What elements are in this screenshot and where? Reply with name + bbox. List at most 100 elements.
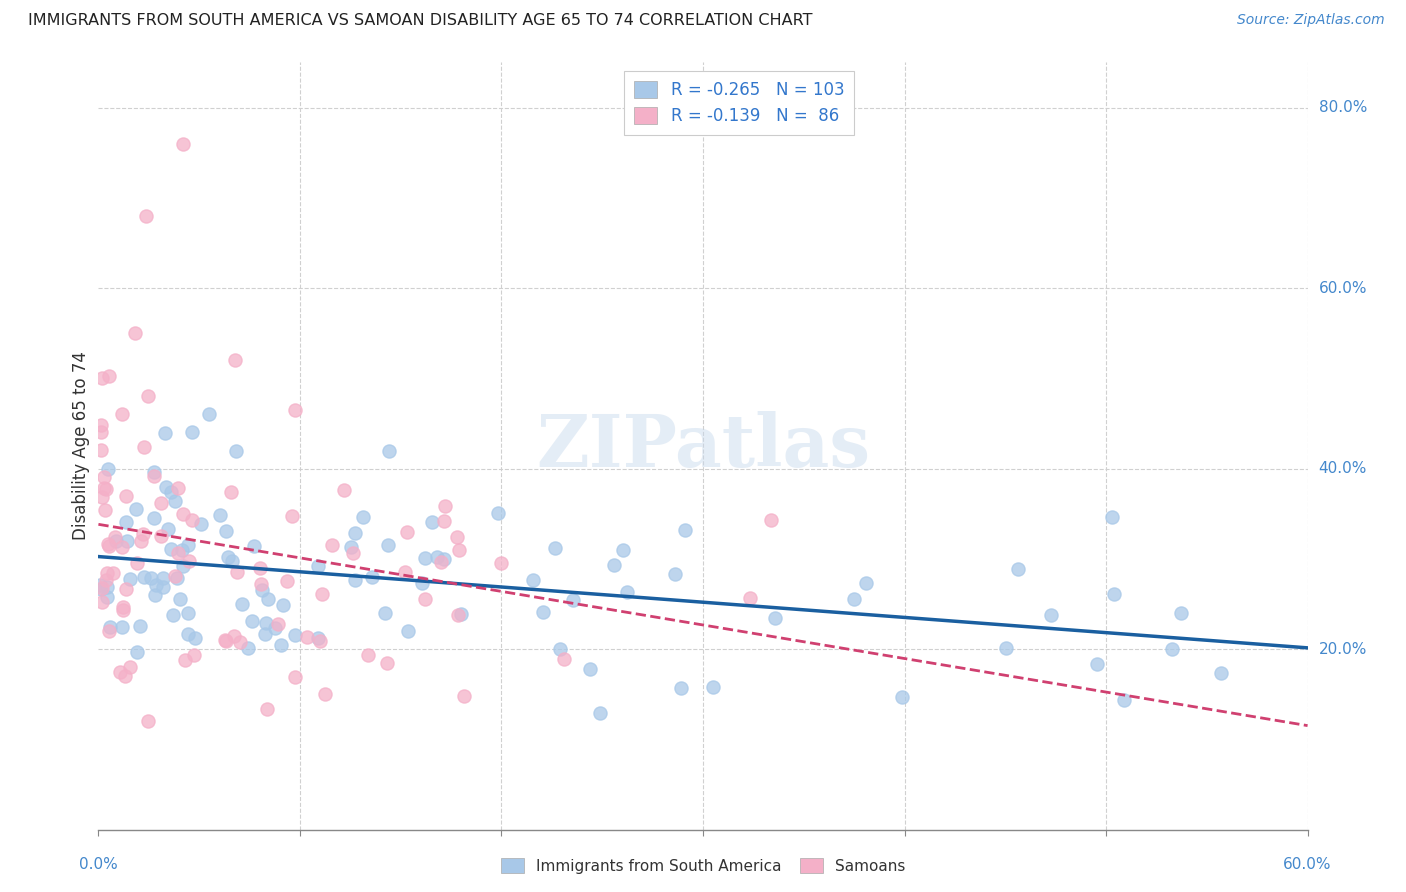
- Point: [90, 425, 112, 440]
- Point: [97, 537, 120, 551]
- Point: [152, 580, 174, 594]
- Point: [153, 426, 176, 441]
- Point: [214, 632, 236, 647]
- Point: [104, 533, 127, 548]
- Point: [162, 607, 184, 622]
- Point: [136, 389, 159, 403]
- Point: [1170, 606, 1192, 620]
- Point: [169, 592, 191, 607]
- Text: 0.0%: 0.0%: [79, 857, 118, 872]
- Point: [531, 605, 554, 619]
- Point: [307, 559, 329, 574]
- Y-axis label: Disability Age 65 to 74: Disability Age 65 to 74: [72, 351, 90, 541]
- Point: [215, 524, 238, 538]
- Point: [125, 501, 148, 516]
- Point: [112, 603, 135, 617]
- Point: [281, 508, 304, 523]
- Point: [111, 600, 134, 615]
- Point: [489, 556, 512, 570]
- Point: [396, 624, 419, 639]
- Point: [411, 576, 433, 591]
- Point: [1039, 608, 1062, 623]
- Point: [844, 591, 866, 606]
- Point: [589, 706, 612, 721]
- Point: [224, 629, 246, 643]
- Point: [111, 620, 134, 634]
- Point: [181, 513, 204, 527]
- Point: [1104, 587, 1126, 601]
- Point: [117, 534, 139, 549]
- Point: [578, 662, 600, 676]
- Point: [450, 607, 472, 621]
- Point: [167, 545, 190, 559]
- Point: [125, 556, 148, 570]
- Point: [118, 660, 141, 674]
- Point: [179, 553, 201, 567]
- Point: [98, 620, 121, 634]
- Point: [229, 634, 252, 648]
- Point: [339, 540, 361, 554]
- Point: [231, 598, 253, 612]
- Point: [157, 521, 180, 535]
- Point: [114, 582, 136, 597]
- Point: [155, 480, 177, 494]
- Point: [342, 546, 364, 560]
- Point: [250, 583, 273, 598]
- Point: [172, 507, 194, 521]
- Point: [93, 470, 115, 484]
- Point: [256, 702, 278, 716]
- Point: [225, 443, 247, 458]
- Point: [221, 484, 243, 499]
- Point: [101, 566, 124, 580]
- Point: [115, 516, 138, 530]
- Point: [217, 550, 239, 565]
- Point: [307, 631, 329, 645]
- Point: [543, 541, 565, 555]
- Point: [433, 514, 456, 528]
- Point: [343, 526, 366, 541]
- Point: [377, 538, 399, 552]
- Point: [361, 570, 384, 584]
- Point: [111, 408, 134, 422]
- Point: [98, 539, 121, 553]
- Point: [111, 540, 134, 554]
- Point: [548, 642, 571, 657]
- Text: ZIPatlas: ZIPatlas: [536, 410, 870, 482]
- Point: [433, 552, 456, 566]
- Point: [132, 526, 155, 541]
- Point: [135, 209, 157, 223]
- Point: [378, 443, 401, 458]
- Point: [174, 653, 197, 667]
- Point: [224, 353, 246, 368]
- Point: [172, 558, 194, 573]
- Point: [673, 523, 696, 537]
- Point: [254, 616, 277, 631]
- Point: [375, 656, 398, 670]
- Point: [264, 621, 287, 635]
- Point: [249, 561, 271, 575]
- Point: [1209, 665, 1232, 680]
- Point: [183, 631, 205, 645]
- Point: [181, 425, 204, 440]
- Point: [994, 640, 1017, 655]
- Point: [165, 569, 187, 583]
- Point: [616, 585, 638, 599]
- Point: [152, 570, 174, 584]
- Point: [449, 542, 471, 557]
- Point: [553, 652, 575, 666]
- Point: [226, 566, 249, 580]
- Point: [198, 408, 221, 422]
- Point: [190, 517, 212, 532]
- Point: [426, 550, 449, 565]
- Point: [236, 641, 259, 656]
- Point: [433, 499, 456, 513]
- Point: [311, 587, 333, 601]
- Point: [115, 489, 138, 503]
- Point: [215, 633, 238, 648]
- Point: [183, 648, 205, 662]
- Point: [356, 648, 378, 663]
- Point: [97, 462, 120, 476]
- Point: [297, 630, 319, 644]
- Point: [132, 440, 155, 454]
- Point: [97, 624, 120, 638]
